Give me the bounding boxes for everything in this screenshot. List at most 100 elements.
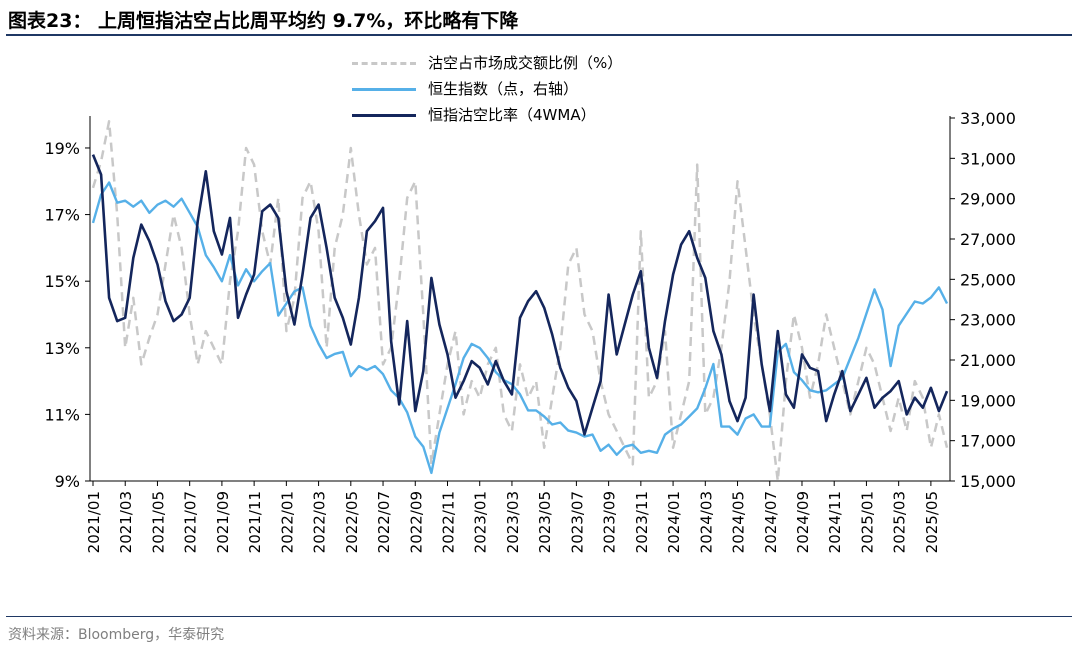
series-short-ratio-point <box>640 231 641 232</box>
series-short-ratio-4wma-point <box>648 347 649 348</box>
series-short-ratio-4wma-point <box>149 241 150 242</box>
x-tick-label: 2024/03 <box>697 491 715 553</box>
series-short-ratio-4wma-point <box>100 174 101 175</box>
series-hsi-point <box>237 285 238 286</box>
series-hsi-point <box>624 446 625 447</box>
series-short-ratio-point <box>205 331 206 332</box>
series-short-ratio-4wma-point <box>503 380 504 381</box>
series-short-ratio-point <box>479 397 480 398</box>
series-short-ratio-point <box>213 347 214 348</box>
series-short-ratio-point <box>713 397 714 398</box>
series-hsi-point <box>415 436 416 437</box>
series-short-ratio-4wma <box>91 154 949 436</box>
series-short-ratio-point <box>455 331 456 332</box>
series-short-ratio-point <box>157 314 158 315</box>
series-short-ratio-4wma-point <box>793 407 794 408</box>
series-short-ratio-point <box>221 364 222 365</box>
series-short-ratio-4wma-point <box>608 294 609 295</box>
series-short-ratio-4wma-point <box>423 371 424 372</box>
series-hsi-point <box>568 430 569 431</box>
series-hsi-point <box>326 357 327 358</box>
series-short-ratio-4wma-point <box>278 217 279 218</box>
y-right-tick-label: 19,000 <box>960 391 1016 410</box>
series-hsi-point <box>245 269 246 270</box>
series-short-ratio <box>91 120 949 483</box>
series-short-ratio-point <box>632 464 633 465</box>
series-short-ratio-4wma-point <box>616 354 617 355</box>
series-short-ratio-4wma-point <box>753 294 754 295</box>
series-short-ratio-4wma-point <box>141 224 142 225</box>
series-short-ratio-point <box>906 430 907 431</box>
y-right-tick-label: 23,000 <box>960 311 1016 330</box>
series-short-ratio-point <box>382 364 383 365</box>
series-short-ratio-point <box>544 447 545 448</box>
series-short-ratio-4wma-point <box>189 297 190 298</box>
series-short-ratio-4wma-point <box>898 380 899 381</box>
series-short-ratio-point <box>254 164 255 165</box>
series-hsi-point <box>366 369 367 370</box>
series-short-ratio-4wma-point <box>624 324 625 325</box>
series-hsi-point <box>681 424 682 425</box>
x-tick-label: 2022/11 <box>439 491 457 553</box>
series-hsi-point <box>930 297 931 298</box>
series-short-ratio-4wma-point <box>914 397 915 398</box>
y-right-tick-label: 15,000 <box>960 472 1016 491</box>
x-tick-label: 2025/03 <box>891 491 909 553</box>
series-short-ratio-4wma-point <box>664 321 665 322</box>
series-hsi-point <box>672 428 673 429</box>
series-short-ratio-point <box>519 364 520 365</box>
series-hsi-point <box>221 281 222 282</box>
series-hsi-point <box>254 281 255 282</box>
series-hsi-point <box>648 450 649 451</box>
series-short-ratio-4wma-point <box>447 354 448 355</box>
x-tick-label: 2022/07 <box>375 491 393 553</box>
series-hsi-point <box>946 303 947 304</box>
series-hsi-point <box>922 303 923 304</box>
series-short-ratio-4wma-point <box>697 257 698 258</box>
series-short-ratio-4wma-point <box>334 297 335 298</box>
x-tick-label: 2023/07 <box>568 491 586 553</box>
series-short-ratio-4wma-point <box>399 404 400 405</box>
series-short-ratio-4wma-point <box>761 364 762 365</box>
series-short-ratio-point <box>536 380 537 381</box>
series-hsi-point <box>165 200 166 201</box>
series-short-ratio-4wma-point <box>366 231 367 232</box>
series-hsi-point <box>374 365 375 366</box>
chart-title: 图表23： 上周恒指沽空占比周平均约 9.7%，环比略有下降 <box>8 10 519 32</box>
y-left-tick-label: 19% <box>44 139 80 158</box>
title-rule <box>6 34 1072 36</box>
series-short-ratio-4wma-point <box>342 317 343 318</box>
series-hsi-point <box>286 303 287 304</box>
series-short-ratio-4wma-point <box>133 257 134 258</box>
series-hsi-point <box>157 204 158 205</box>
series-hsi-point <box>447 408 448 409</box>
x-tick-label: 2023/11 <box>633 491 651 553</box>
x-tick-label: 2022/03 <box>311 491 329 553</box>
legend-label-hsi: 恒生指数（点，右轴） <box>428 80 579 98</box>
series-short-ratio-4wma-point <box>858 394 859 395</box>
series-short-ratio-point <box>793 314 794 315</box>
series-short-ratio-point <box>197 364 198 365</box>
series-short-ratio-4wma-point <box>318 204 319 205</box>
series-short-ratio-point <box>737 181 738 182</box>
series-short-ratio-point <box>286 331 287 332</box>
series-short-ratio-point <box>689 380 690 381</box>
series-short-ratio-point <box>946 447 947 448</box>
series-short-ratio-point <box>495 347 496 348</box>
series-short-ratio-point <box>560 347 561 348</box>
series-short-ratio-point <box>92 187 93 188</box>
y-right-tick-label: 17,000 <box>960 432 1016 451</box>
series-hsi-point <box>656 452 657 453</box>
series-short-ratio-point <box>834 347 835 348</box>
series-hsi-point <box>463 357 464 358</box>
x-tick-label: 2022/09 <box>407 491 425 553</box>
series-hsi-point <box>205 255 206 256</box>
series-short-ratio-point <box>890 430 891 431</box>
series-hsi-point <box>777 351 778 352</box>
source-note: 资料来源：Bloomberg，华泰研究 <box>8 627 225 643</box>
series-short-ratio-4wma-point <box>592 407 593 408</box>
series-short-ratio-4wma-point <box>705 277 706 278</box>
series-short-ratio-point <box>527 397 528 398</box>
y-left-tick-label: 13% <box>44 339 80 358</box>
series-hsi-point <box>423 446 424 447</box>
